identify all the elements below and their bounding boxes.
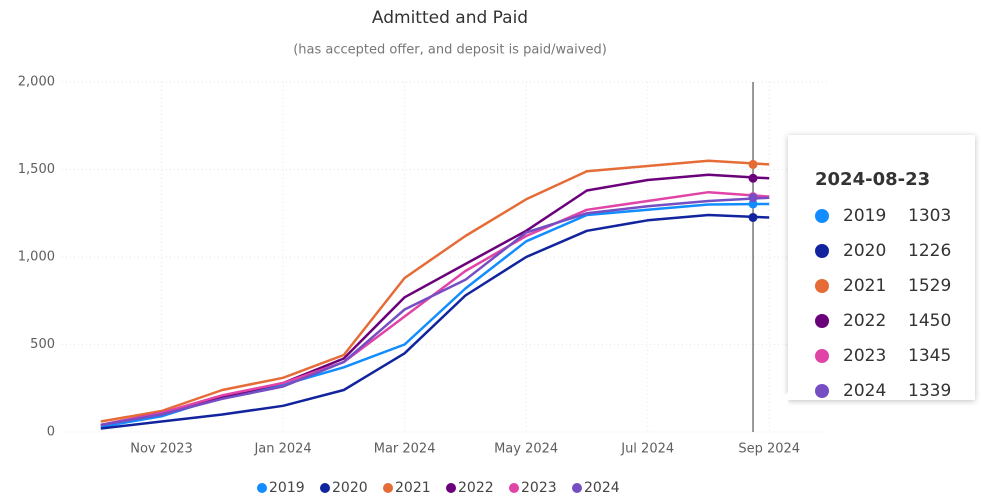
y-tick-label: 1,500: [18, 162, 55, 177]
cursor-dot: [748, 212, 758, 222]
x-tick-label: Jan 2024: [253, 442, 311, 457]
cursor-dot: [748, 173, 758, 183]
legend-marker: [509, 483, 519, 493]
legend-label: 2024: [584, 480, 620, 496]
chart-subtitle: (has accepted offer, and deposit is paid…: [293, 43, 607, 58]
tooltip-value: 1226: [908, 241, 951, 261]
cursor-dot: [748, 193, 758, 203]
y-tick-label: 500: [30, 337, 55, 352]
x-tick-label: May 2024: [494, 442, 558, 457]
tooltip-name: 2022: [843, 311, 886, 331]
series-line: [100, 173, 770, 427]
tooltip-dot: [815, 244, 829, 258]
legend-marker: [572, 483, 582, 493]
series-line: [100, 196, 770, 427]
legend-label: 2019: [269, 480, 305, 496]
tooltip-value: 1529: [908, 276, 951, 296]
tooltip-dot: [815, 314, 829, 328]
legend-label: 2020: [332, 480, 368, 496]
y-tick-label: 2,000: [18, 75, 55, 90]
series-line: [100, 213, 770, 430]
x-tick-label: Nov 2023: [130, 442, 193, 457]
tooltip-dot: [815, 279, 829, 293]
legend-marker: [383, 483, 393, 493]
legend-label: 2022: [458, 480, 494, 496]
y-tick-label: 0: [47, 425, 55, 440]
tooltip-date: 2024-08-23: [815, 169, 930, 190]
chart-title: Admitted and Paid: [372, 8, 528, 28]
legend-label: 2023: [521, 480, 557, 496]
y-tick-label: 1,000: [18, 250, 55, 265]
tooltip-name: 2023: [843, 346, 886, 366]
tooltip-value: 1450: [908, 311, 951, 331]
tooltip-name: 2019: [843, 206, 886, 226]
tooltip-dot: [815, 209, 829, 223]
legend-marker: [320, 483, 330, 493]
tooltip-dot: [815, 349, 829, 363]
tooltip-name: 2021: [843, 276, 886, 296]
cursor-dot: [748, 199, 758, 209]
tooltip-name: 2020: [843, 241, 886, 261]
tooltip-dot: [815, 384, 829, 398]
series-line: [100, 202, 770, 429]
legend-label: 2021: [395, 480, 431, 496]
x-tick-label: Sep 2024: [738, 442, 800, 457]
legend-marker: [257, 483, 267, 493]
tooltip-value: 1303: [908, 206, 951, 226]
series-line: [100, 159, 770, 423]
legend-marker: [446, 483, 456, 493]
tooltip: 2024-08-23 2019 1303 2020 1226 2021 1529 2022 14…: [780, 135, 975, 408]
x-tick-label: Jul 2024: [620, 442, 674, 457]
cursor-dot: [748, 159, 758, 169]
series-line: [100, 190, 770, 427]
tooltip-pointer: [780, 392, 788, 408]
tooltip-value: 1339: [908, 381, 951, 401]
tooltip-name: 2024: [843, 381, 886, 401]
x-tick-label: Mar 2024: [374, 442, 436, 457]
tooltip-value: 1345: [908, 346, 951, 366]
